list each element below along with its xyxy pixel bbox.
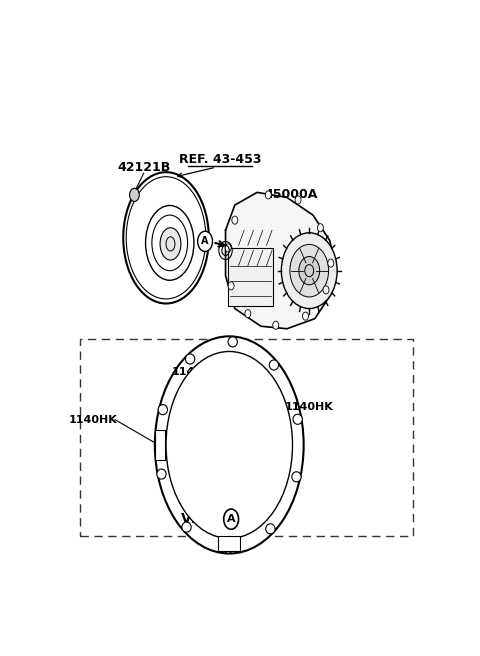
Bar [81,339,413,536]
Circle shape [290,245,329,297]
Ellipse shape [160,228,181,260]
Circle shape [245,310,251,318]
Ellipse shape [266,523,275,534]
Circle shape [130,188,139,201]
Text: 45000A: 45000A [264,188,317,201]
Circle shape [281,233,337,308]
Circle shape [299,256,320,285]
Text: 1140HK: 1140HK [69,415,118,424]
Ellipse shape [185,354,195,364]
Circle shape [295,196,301,204]
Text: 1140HJ: 1140HJ [172,367,216,377]
Circle shape [265,191,271,199]
Ellipse shape [182,522,191,532]
Circle shape [317,224,324,232]
Text: A: A [201,236,209,247]
Circle shape [232,216,238,224]
Ellipse shape [224,543,233,553]
Ellipse shape [293,414,302,424]
Bar [228,248,273,306]
Text: 1140HJ: 1140HJ [205,367,250,377]
Text: REF. 43-453: REF. 43-453 [179,153,261,166]
Ellipse shape [157,469,166,479]
Ellipse shape [269,360,278,370]
Circle shape [224,509,239,529]
Circle shape [273,321,279,329]
Circle shape [323,286,329,294]
Circle shape [328,259,334,267]
Ellipse shape [166,352,292,539]
Ellipse shape [228,337,238,347]
Bar [155,430,165,460]
Ellipse shape [158,405,168,415]
Text: 1140HK: 1140HK [285,402,334,412]
Circle shape [302,312,309,320]
Bar [218,536,240,551]
Text: VIEW: VIEW [181,512,222,526]
Ellipse shape [155,337,304,554]
Circle shape [228,282,234,290]
Circle shape [225,244,231,252]
Text: A: A [227,514,235,524]
Text: 42121B: 42121B [117,161,170,174]
Polygon shape [226,192,335,329]
Ellipse shape [292,472,301,482]
Circle shape [198,232,213,251]
